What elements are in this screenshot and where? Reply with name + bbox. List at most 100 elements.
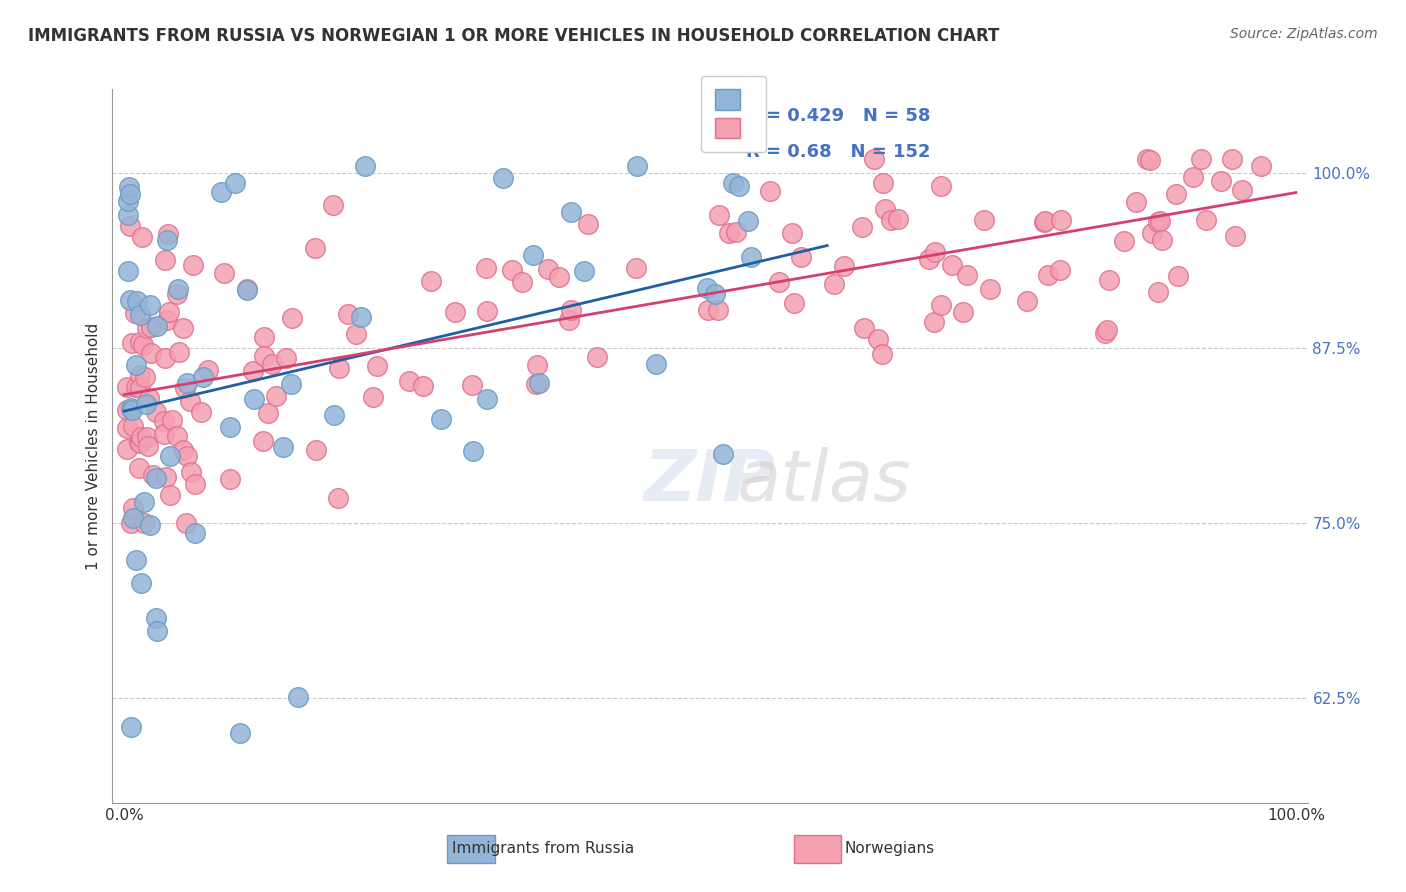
Point — [924, 245, 946, 260]
Point — [121, 500, 143, 515]
Point — [184, 526, 207, 541]
Point — [361, 390, 384, 404]
Point — [145, 624, 167, 639]
Point — [1049, 263, 1071, 277]
Point — [190, 405, 212, 419]
Point — [557, 313, 579, 327]
Point — [354, 159, 377, 173]
Point — [115, 421, 138, 435]
Point — [132, 494, 155, 508]
Point — [429, 412, 451, 426]
Point — [527, 376, 550, 390]
Point — [129, 334, 152, 349]
Point — [725, 226, 748, 240]
Point — [156, 233, 179, 247]
Point — [253, 349, 276, 363]
Point — [262, 357, 284, 371]
Point — [160, 413, 183, 427]
Point — [721, 176, 744, 190]
Point — [922, 315, 945, 329]
Point — [256, 406, 278, 420]
Point — [157, 227, 180, 241]
Point — [157, 305, 180, 319]
Point — [176, 516, 198, 530]
Point — [280, 377, 302, 392]
Point — [135, 430, 157, 444]
Point — [873, 202, 896, 216]
Point — [120, 293, 142, 307]
Point — [129, 308, 152, 322]
Point — [264, 389, 287, 403]
Point — [1050, 212, 1073, 227]
Point — [863, 152, 886, 166]
Point — [120, 720, 142, 734]
Point — [287, 690, 309, 705]
Point — [167, 282, 190, 296]
Point — [624, 261, 647, 276]
Point — [197, 363, 219, 377]
Point — [443, 305, 465, 319]
Point — [172, 443, 194, 458]
Point — [132, 338, 155, 352]
Point — [305, 443, 328, 458]
Point — [138, 391, 160, 405]
Point — [1211, 174, 1233, 188]
Point — [322, 198, 344, 212]
Point — [153, 351, 176, 365]
Point — [128, 435, 150, 450]
Point — [1017, 294, 1039, 309]
Point — [711, 447, 734, 461]
Point — [243, 392, 266, 406]
Point — [1036, 268, 1059, 282]
Point — [117, 380, 139, 394]
Point — [866, 332, 889, 346]
Point — [1164, 186, 1187, 201]
Text: Norwegians: Norwegians — [844, 841, 935, 855]
Point — [346, 327, 368, 342]
Point — [176, 376, 198, 391]
Point — [1189, 152, 1212, 166]
Point — [153, 252, 176, 267]
Point — [125, 380, 148, 394]
Point — [252, 330, 274, 344]
Point — [526, 358, 548, 372]
Point — [586, 350, 609, 364]
Point — [1125, 194, 1147, 209]
Point — [461, 443, 484, 458]
Point — [740, 250, 762, 264]
Point — [853, 321, 876, 335]
Point — [125, 358, 148, 372]
Point — [880, 213, 903, 227]
Point — [872, 346, 894, 360]
Point — [117, 208, 139, 222]
Point — [129, 430, 152, 444]
Point — [461, 378, 484, 392]
Point — [696, 303, 718, 318]
Point — [159, 449, 181, 463]
Point — [191, 370, 214, 384]
Point — [166, 286, 188, 301]
Point — [139, 319, 162, 334]
Point — [184, 477, 207, 491]
Point — [501, 263, 523, 277]
Point — [522, 248, 544, 262]
Point — [929, 179, 952, 194]
Point — [218, 472, 240, 486]
Point — [236, 282, 259, 296]
Point — [783, 296, 806, 310]
Point — [1149, 214, 1171, 228]
Point — [560, 303, 582, 318]
Point — [328, 491, 350, 505]
Point — [1033, 215, 1056, 229]
Point — [169, 345, 191, 359]
Point — [560, 205, 582, 219]
Point — [759, 185, 782, 199]
Point — [139, 518, 162, 533]
Point — [1150, 233, 1173, 247]
Point — [274, 351, 297, 366]
Point — [704, 287, 727, 301]
Point — [707, 208, 730, 222]
Point — [129, 380, 152, 394]
Point — [952, 305, 974, 319]
Point — [252, 434, 274, 448]
